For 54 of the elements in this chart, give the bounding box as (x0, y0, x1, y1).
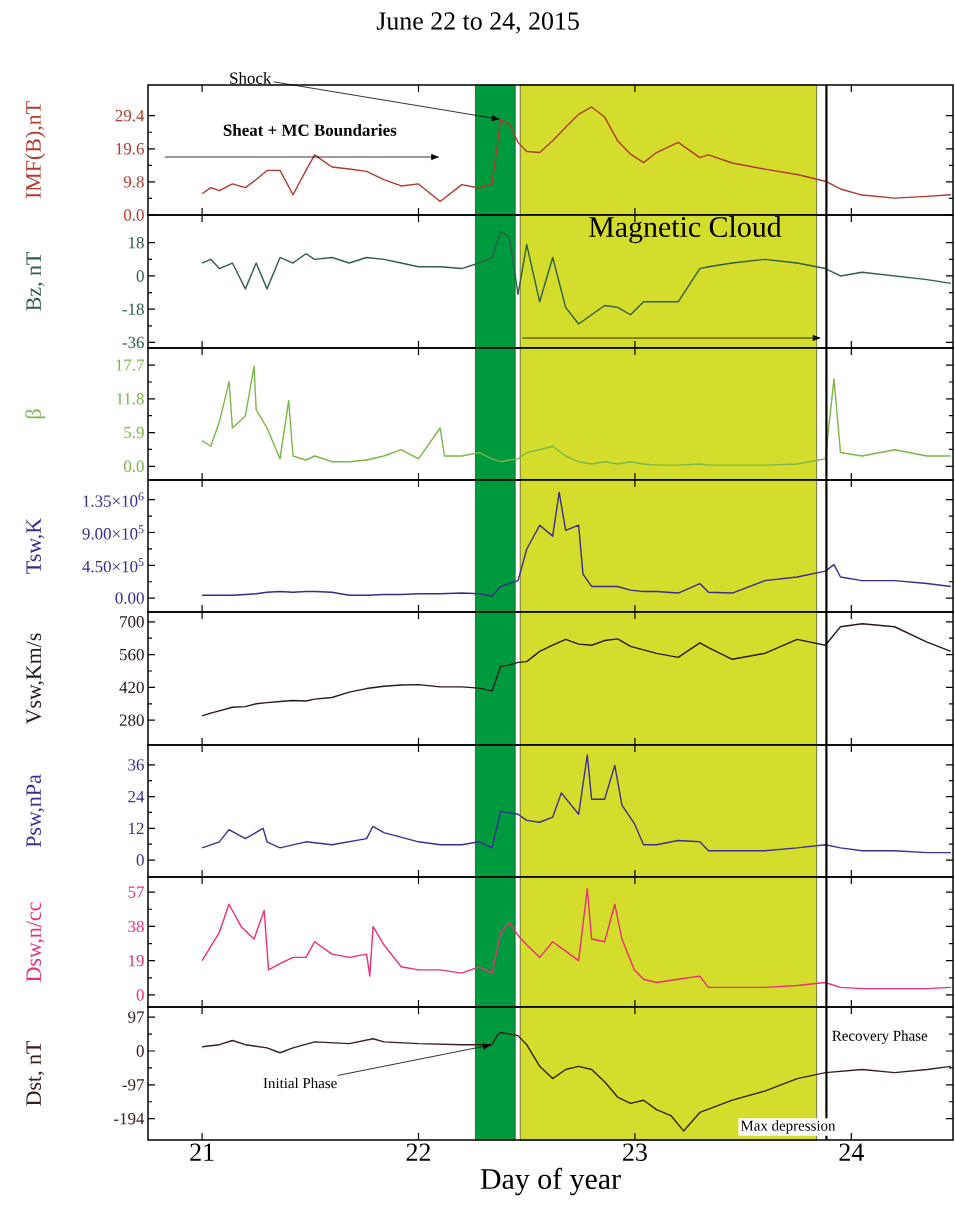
y-tick-label: 29.4 (115, 109, 145, 122)
y-tick-label: 9.00×10$^{5}$ (82, 525, 144, 540)
annotation: Max depression (740, 1120, 836, 1134)
x-tick-label: 24 (839, 1143, 864, 1161)
y-tick-label: 24 (128, 790, 145, 803)
y-tick-label: 19 (129, 954, 144, 967)
y-axis-title: Dst, nT (26, 1041, 45, 1106)
y-tick-label: 0 (136, 270, 144, 282)
y-tick-label: 9.8 (123, 176, 144, 188)
y-tick-label: -18 (122, 303, 144, 315)
x-tick-label: 21 (190, 1143, 214, 1161)
y-tick-label: 97 (128, 1011, 144, 1023)
annotation: Shock (230, 72, 272, 84)
y-tick-label: 0.0 (123, 460, 144, 473)
y-tick-label: 0 (136, 1045, 144, 1057)
line-series (201, 106, 952, 203)
y-tick-label: 700 (120, 616, 144, 628)
chart-title: June 22 to 24, 2015 (376, 12, 579, 34)
y-tick-label: 560 (120, 648, 144, 661)
annotation: Recovery Phase (832, 1030, 928, 1044)
y-tick-label: 11.8 (116, 393, 144, 405)
y-tick-label: -97 (122, 1079, 144, 1091)
y-axis-title: IMF(B),nT (25, 101, 46, 199)
x-axis-title: Day of year (480, 1167, 621, 1196)
y-axis-title: Dsw,n/cc (26, 902, 45, 982)
y-tick-label: 18 (129, 236, 144, 249)
y-tick-label: -36 (122, 336, 144, 349)
y-tick-label: 36 (128, 759, 144, 771)
y-axis-title: β (25, 409, 46, 419)
y-tick-label: 0.00 (115, 592, 144, 604)
y-axis-title: Psw,nPa (26, 774, 45, 848)
y-tick-label: 4.50×10$^{5}$ (82, 558, 144, 573)
annotation: Magnetic Cloud (589, 216, 782, 244)
y-tick-label: 12 (129, 822, 144, 834)
y-axis-title: Bz, nT (26, 252, 45, 311)
x-tick-label: 22 (406, 1143, 431, 1161)
y-tick-label: 0.0 (123, 209, 144, 221)
y-tick-label: 5.9 (124, 426, 144, 439)
y-tick-label: -194 (114, 1113, 145, 1125)
y-tick-label: 420 (119, 681, 144, 694)
x-tick-label: 23 (623, 1143, 647, 1161)
y-tick-label: 38 (128, 920, 144, 933)
y-tick-label: 17.7 (116, 359, 144, 371)
y-tick-label: 0 (136, 989, 144, 1001)
y-tick-label: 0 (136, 854, 144, 866)
annotation: Sheat + MC Boundaries (223, 123, 397, 136)
y-tick-label: 19.6 (116, 143, 144, 155)
y-axis-title: Vsw,Km/s (26, 633, 45, 725)
y-axis-title: Tsw,K (26, 518, 45, 574)
line-series (201, 1031, 952, 1132)
y-tick-label: 280 (119, 714, 144, 726)
y-tick-label: 57 (128, 886, 144, 898)
annotation: Initial Phase (263, 1077, 337, 1089)
y-tick-label: 1.35×10$^{6}$ (83, 492, 144, 507)
